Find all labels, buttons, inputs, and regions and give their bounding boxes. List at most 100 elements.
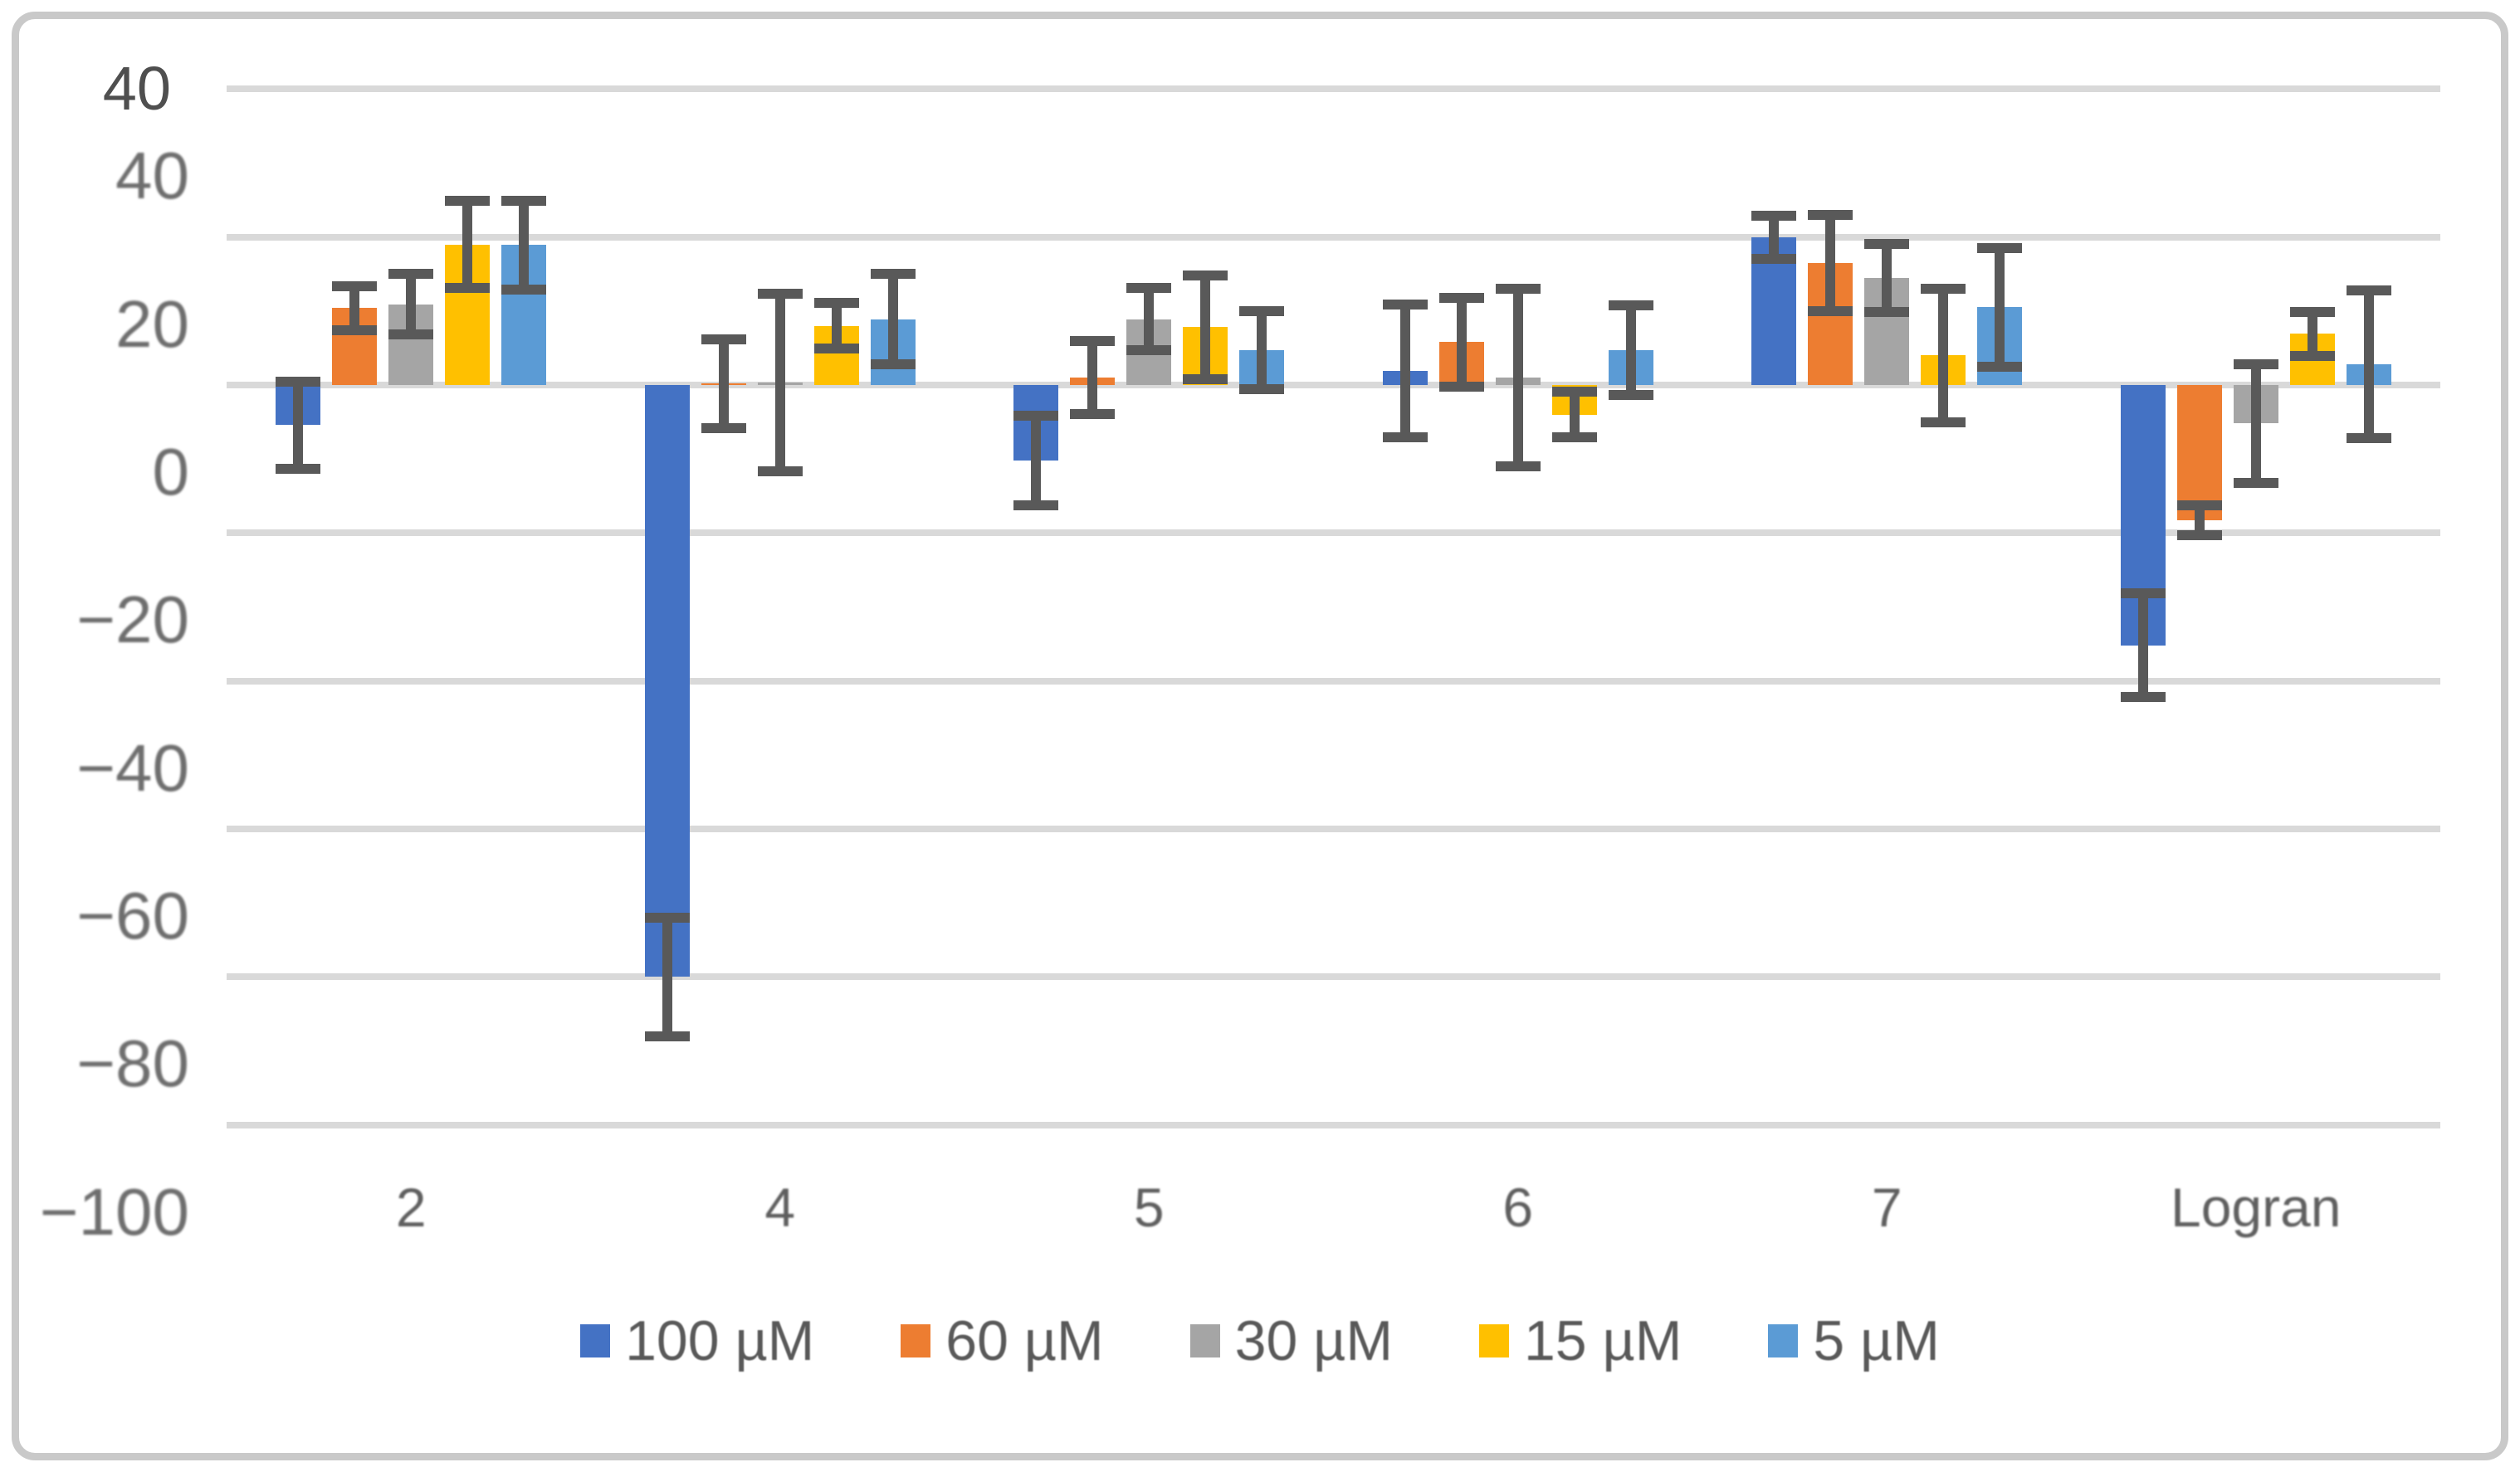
- error-bar-30M-7-cap-bottom: [1864, 306, 1910, 317]
- error-bar-100M-4-cap-top: [644, 913, 690, 923]
- error-bar-30M-5-cap-top: [1126, 283, 1172, 294]
- x-axis-category-label: 7: [1871, 1177, 1902, 1238]
- legend-item-100M: 100 µM: [580, 1309, 814, 1372]
- error-bar-30M-4-cap-top: [757, 289, 803, 300]
- figure-border: [12, 12, 2508, 1460]
- error-bar-5M-6-cap-bottom: [1608, 390, 1653, 401]
- error-bar-100M-7-cap-top: [1751, 210, 1797, 221]
- error-bar-60M-Logran: [2194, 505, 2205, 535]
- error-bar-60M-2: [349, 285, 360, 331]
- error-bar-30M-4-cap-bottom: [757, 466, 803, 477]
- error-bar-15M-7-cap-bottom: [1921, 417, 1966, 427]
- y-axis-tick-label: −40: [76, 730, 189, 805]
- error-bar-100M-6-cap-top: [1382, 299, 1428, 310]
- legend-label: 30 µM: [1234, 1309, 1393, 1372]
- legend-item-30M: 30 µM: [1189, 1309, 1393, 1372]
- error-bar-100M-2-cap-top: [276, 376, 321, 387]
- error-bar-60M-2-cap-bottom: [332, 325, 378, 336]
- legend-item-60M: 60 µM: [901, 1309, 1104, 1372]
- legend-label: 5 µM: [1813, 1309, 1940, 1372]
- gridline: [227, 233, 2440, 241]
- error-bar-100M-4: [662, 918, 672, 1036]
- error-bar-15M-5: [1200, 275, 1211, 379]
- error-bar-60M-6-cap-top: [1438, 292, 1484, 303]
- legend-item-15M: 15 µM: [1478, 1309, 1682, 1372]
- error-bar-100M-5: [1031, 415, 1042, 506]
- bar-60M-Logran: [2176, 385, 2222, 521]
- error-bar-5M-7: [1995, 248, 2005, 367]
- error-bar-60M-5-cap-top: [1070, 336, 1116, 347]
- error-bar-30M-2: [406, 274, 417, 335]
- error-bar-30M-Logran-cap-top: [2233, 359, 2278, 370]
- error-bar-60M-6: [1456, 297, 1467, 387]
- y-axis-tick-label: 40: [115, 139, 189, 213]
- error-bar-15M-4-cap-bottom: [813, 344, 859, 354]
- error-bar-30M-6-cap-top: [1495, 284, 1541, 295]
- error-bar-15M-5-cap-top: [1183, 271, 1228, 281]
- error-bar-15M-7-cap-top: [1921, 284, 1966, 295]
- error-bar-15M-2-cap-top: [445, 195, 491, 206]
- error-bar-5M-2-cap-top: [501, 195, 547, 206]
- error-bar-30M-7: [1882, 243, 1892, 312]
- error-bar-5M-5-cap-bottom: [1239, 384, 1285, 395]
- error-bar-60M-Logran-cap-top: [2176, 500, 2222, 511]
- error-bar-5M-Logran: [2363, 290, 2374, 439]
- y-axis-tick-label: −100: [39, 1174, 189, 1249]
- x-axis-category-label: 2: [395, 1177, 427, 1238]
- error-bar-15M-7: [1938, 289, 1949, 422]
- y-axis-tick-label: 40: [102, 54, 171, 124]
- legend-label: 100 µM: [625, 1309, 815, 1372]
- error-bar-5M-5: [1257, 310, 1267, 390]
- error-bar-5M-2: [519, 200, 530, 290]
- x-axis-category-label: 4: [764, 1177, 796, 1238]
- error-bar-100M-7: [1769, 215, 1780, 259]
- error-bar-100M-4-cap-bottom: [644, 1031, 690, 1041]
- error-bar-30M-6-cap-bottom: [1495, 461, 1541, 472]
- error-bar-15M-6-cap-bottom: [1551, 432, 1597, 443]
- error-bar-60M-Logran-cap-bottom: [2176, 530, 2222, 540]
- error-bar-30M-5-cap-bottom: [1126, 345, 1172, 356]
- y-axis-tick-label: 20: [115, 286, 189, 361]
- error-bar-60M-6-cap-bottom: [1438, 381, 1484, 392]
- error-bar-100M-Logran-cap-top: [2120, 588, 2166, 599]
- y-axis-tick-label: −80: [76, 1026, 189, 1101]
- error-bar-15M-Logran: [2307, 311, 2317, 357]
- error-bar-100M-Logran: [2137, 593, 2148, 698]
- gridline: [227, 85, 2440, 93]
- legend-swatch-icon: [1189, 1324, 1220, 1357]
- error-bar-30M-Logran-cap-bottom: [2233, 477, 2278, 488]
- error-bar-5M-4-cap-bottom: [870, 359, 916, 370]
- error-bar-5M-4-cap-top: [870, 269, 916, 280]
- error-bar-60M-7-cap-bottom: [1808, 305, 1853, 316]
- error-bar-5M-7-cap-top: [1977, 243, 2023, 254]
- error-bar-100M-6: [1399, 304, 1410, 438]
- error-bar-60M-5: [1087, 341, 1098, 414]
- error-bar-60M-4-cap-top: [701, 334, 746, 344]
- y-axis-tick-label: −20: [76, 582, 189, 657]
- error-bar-5M-6: [1625, 305, 1636, 396]
- gridline: [227, 677, 2440, 685]
- error-bar-100M-2: [293, 381, 304, 469]
- legend-label: 60 µM: [945, 1309, 1104, 1372]
- error-bar-100M-5-cap-top: [1013, 410, 1059, 421]
- gridline: [227, 1121, 2440, 1128]
- error-bar-5M-4: [887, 274, 898, 365]
- error-bar-100M-5-cap-bottom: [1013, 500, 1059, 511]
- gridline: [227, 973, 2440, 981]
- error-bar-15M-5-cap-bottom: [1183, 373, 1228, 384]
- error-bar-30M-5: [1144, 288, 1155, 351]
- error-bar-60M-7: [1825, 214, 1836, 311]
- error-bar-5M-2-cap-bottom: [501, 284, 547, 295]
- error-bar-60M-4-cap-bottom: [701, 422, 746, 433]
- x-axis-category-label: 5: [1133, 1177, 1165, 1238]
- error-bar-5M-Logran-cap-bottom: [2346, 433, 2391, 444]
- error-bar-15M-4-cap-top: [813, 298, 859, 309]
- error-bar-100M-Logran-cap-bottom: [2120, 692, 2166, 703]
- error-bar-15M-2-cap-bottom: [445, 283, 491, 294]
- error-bar-30M-2-cap-top: [388, 269, 434, 280]
- legend-item-5M: 5 µM: [1768, 1309, 1940, 1372]
- error-bar-30M-2-cap-bottom: [388, 329, 434, 340]
- error-bar-5M-Logran-cap-top: [2346, 285, 2391, 295]
- error-bar-100M-6-cap-bottom: [1382, 432, 1428, 443]
